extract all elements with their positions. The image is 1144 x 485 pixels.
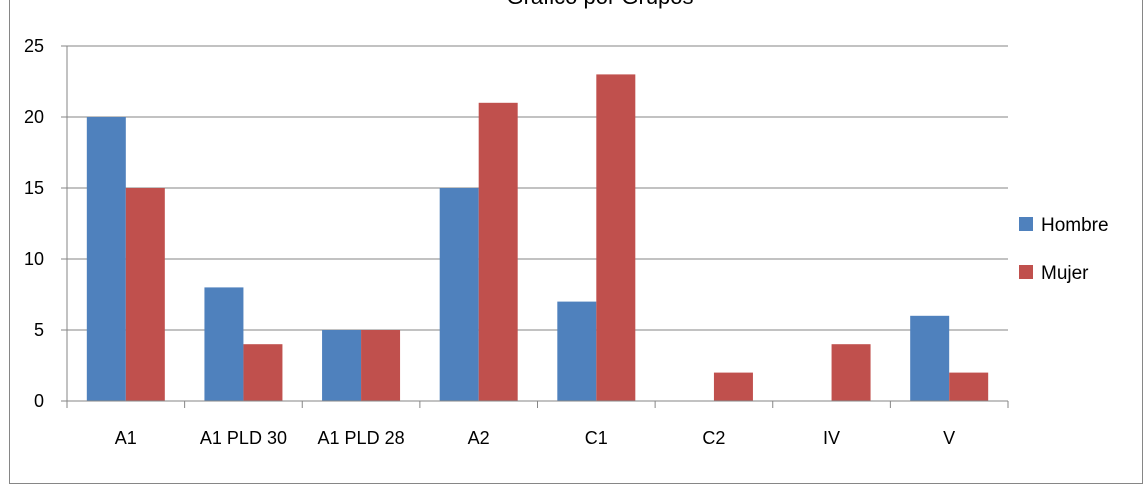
y-tick-label-20: 20 [24, 107, 44, 127]
bar-hombre-3 [439, 188, 479, 401]
chart-title: Gráfico por Grupos [506, 0, 693, 9]
bar-hombre-2 [322, 330, 362, 401]
bar-hombre-4 [557, 301, 597, 401]
y-tick-label-25: 25 [24, 36, 44, 56]
bar-mujer-2 [361, 330, 401, 401]
legend-label-hombre: Hombre [1041, 215, 1109, 236]
bar-mujer-3 [478, 102, 518, 402]
x-tick-label-7: V [943, 428, 955, 448]
axis-labels: 0 5 10 15 20 25 A1 A1 PLD 30 A1 PLD 28 A2 C1 C2 IV V [24, 36, 955, 448]
axes [61, 45, 1009, 408]
x-tick-label-0: A1 [115, 428, 137, 448]
bars [86, 74, 989, 402]
bar-hombre-0 [86, 117, 126, 401]
bar-hombre-1 [204, 287, 244, 401]
bar-mujer-0 [125, 188, 165, 401]
legend: Hombre Mujer [1019, 215, 1109, 284]
y-tick-label-10: 10 [24, 249, 44, 269]
y-tick-label-5: 5 [34, 320, 44, 340]
legend-swatch-mujer [1019, 265, 1033, 279]
y-tick-label-0: 0 [34, 391, 44, 411]
legend-swatch-hombre [1019, 217, 1033, 231]
bar-mujer-6 [831, 344, 871, 401]
bar-mujer-7 [949, 372, 989, 401]
bar-mujer-4 [596, 74, 636, 402]
y-tick-label-15: 15 [24, 178, 44, 198]
x-tick-label-3: A2 [468, 428, 490, 448]
legend-label-mujer: Mujer [1041, 263, 1089, 284]
bar-mujer-5 [713, 372, 753, 401]
bar-mujer-1 [243, 344, 283, 401]
x-tick-label-6: IV [823, 428, 840, 448]
chart-area [9, 0, 1143, 484]
bar-hombre-7 [910, 315, 950, 401]
x-tick-label-5: C2 [702, 428, 725, 448]
x-tick-label-4: C1 [585, 428, 608, 448]
x-tick-label-1: A1 PLD 30 [200, 428, 287, 448]
x-tick-label-2: A1 PLD 28 [318, 428, 405, 448]
